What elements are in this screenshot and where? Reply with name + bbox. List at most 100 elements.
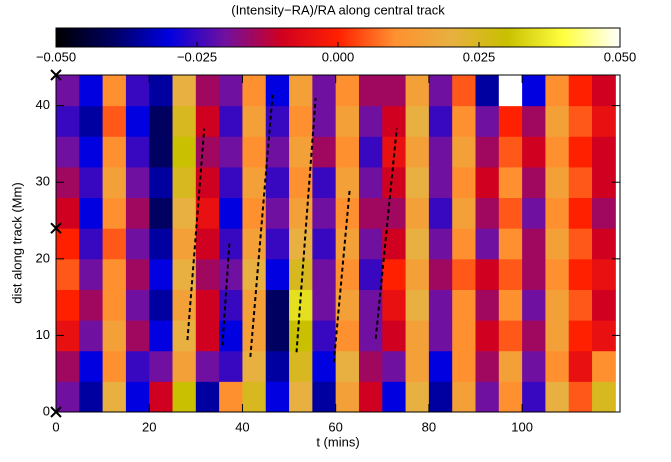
heatmap-cell bbox=[195, 105, 220, 137]
heatmap-cell bbox=[522, 381, 546, 413]
heatmap-cell bbox=[56, 136, 80, 168]
heatmap-cell bbox=[335, 320, 360, 352]
heatmap-cell bbox=[242, 75, 267, 107]
dashed-track bbox=[374, 128, 398, 339]
heatmap-cell bbox=[358, 105, 383, 137]
heatmap-cell bbox=[265, 136, 290, 168]
heatmap-cell bbox=[102, 320, 127, 352]
heatmap-cell bbox=[452, 350, 477, 382]
heatmap-cell bbox=[79, 166, 104, 199]
heatmap-cell bbox=[452, 258, 477, 290]
heatmap-cell bbox=[219, 136, 243, 168]
heatmap-cell bbox=[102, 75, 127, 107]
heatmap-cell bbox=[568, 289, 593, 321]
heatmap-cell bbox=[358, 289, 383, 321]
heatmap-cell bbox=[289, 228, 313, 260]
heatmap-cell bbox=[56, 289, 80, 321]
heatmap-cell bbox=[452, 105, 477, 137]
heatmap-cell bbox=[545, 289, 570, 321]
heatmap-cell bbox=[149, 320, 174, 352]
heatmap-cell bbox=[522, 105, 546, 137]
heatmap-cell bbox=[265, 228, 290, 260]
plot-frame bbox=[55, 74, 621, 413]
heatmap-cell bbox=[289, 350, 313, 382]
heatmap-cell bbox=[265, 289, 290, 321]
heatmap-cell bbox=[475, 228, 500, 260]
heatmap-cell bbox=[289, 166, 313, 199]
heatmap-cell bbox=[405, 289, 430, 321]
heatmap-cell bbox=[265, 381, 290, 413]
heatmap-cell bbox=[382, 258, 407, 290]
heatmap-cell bbox=[522, 228, 546, 260]
heatmap-cell bbox=[498, 105, 523, 137]
heatmap-cell bbox=[79, 258, 104, 290]
chart-title: (Intensity−RA)/RA along central track bbox=[231, 2, 445, 17]
heatmap-cell bbox=[172, 381, 197, 413]
heatmap-cell bbox=[56, 75, 80, 107]
heatmap-cell bbox=[79, 105, 104, 137]
heatmap-cell bbox=[405, 228, 430, 260]
heatmap-cell bbox=[242, 136, 267, 168]
heatmap-cell bbox=[312, 350, 337, 382]
heatmap-cell bbox=[568, 197, 593, 229]
heatmap-cell bbox=[242, 197, 267, 229]
heatmap-cell bbox=[312, 75, 337, 107]
heatmap-cell bbox=[405, 350, 430, 382]
heatmap-cell bbox=[172, 350, 197, 382]
heatmap-cell bbox=[56, 228, 80, 260]
heatmap-cell bbox=[475, 197, 500, 229]
heatmap-cell bbox=[498, 258, 523, 290]
heatmap-cell bbox=[405, 105, 430, 137]
heatmap-cell bbox=[498, 320, 523, 352]
heatmap-cell bbox=[522, 75, 546, 107]
heatmap-cell bbox=[195, 258, 220, 290]
heatmap-cell bbox=[545, 136, 570, 168]
colorbar-tick-label: 0.050 bbox=[604, 49, 637, 64]
heatmap-cell bbox=[312, 136, 337, 168]
heatmap-cell bbox=[312, 105, 337, 137]
heatmap-cell bbox=[592, 197, 616, 229]
heatmap-cell bbox=[475, 166, 500, 199]
heatmap-cell bbox=[545, 75, 570, 107]
x-tick-label: 0 bbox=[52, 419, 59, 434]
heatmap-cell bbox=[79, 381, 104, 413]
colorbar-tick-label: −0.050 bbox=[36, 49, 76, 64]
heatmap-cell bbox=[289, 258, 313, 290]
heatmap-cell bbox=[545, 381, 570, 413]
heatmap-cell bbox=[592, 75, 616, 107]
heatmap-cell bbox=[452, 381, 477, 413]
dashed-track bbox=[249, 92, 274, 357]
heatmap-cell bbox=[335, 75, 360, 107]
heatmap-cell bbox=[498, 136, 523, 168]
heatmap-cell bbox=[405, 75, 430, 107]
x-tick-label: 40 bbox=[235, 419, 249, 434]
heatmap-cell bbox=[79, 136, 104, 168]
dashed-track bbox=[221, 243, 231, 346]
heatmap-cell bbox=[195, 75, 220, 107]
heatmap-cell bbox=[195, 350, 220, 382]
heatmap-cell bbox=[452, 197, 477, 229]
heatmap-cell bbox=[452, 75, 477, 107]
heatmap-cell bbox=[545, 197, 570, 229]
heatmap-cell bbox=[195, 136, 220, 168]
y-tick-label: 0 bbox=[43, 403, 50, 418]
y-tick-label: 10 bbox=[36, 327, 50, 342]
heatmap-cell bbox=[172, 166, 197, 199]
dashed-track bbox=[332, 189, 351, 363]
heatmap-cell bbox=[405, 166, 430, 199]
heatmap-cell bbox=[125, 228, 150, 260]
heatmap-cell bbox=[102, 289, 127, 321]
colorbar-tick-label: 0.000 bbox=[322, 49, 355, 64]
heatmap-cell bbox=[195, 320, 220, 352]
heatmap-cell bbox=[79, 75, 104, 107]
heatmap-cell bbox=[79, 320, 104, 352]
heatmap-cell bbox=[195, 381, 220, 413]
heatmap-cell bbox=[79, 350, 104, 382]
heatmap-cell bbox=[452, 320, 477, 352]
heatmap-cell bbox=[149, 75, 174, 107]
cross-marker bbox=[50, 69, 62, 81]
heatmap-cell bbox=[545, 166, 570, 199]
heatmap-cell bbox=[172, 228, 197, 260]
heatmap-cell bbox=[172, 197, 197, 229]
heatmap-cell bbox=[125, 197, 150, 229]
